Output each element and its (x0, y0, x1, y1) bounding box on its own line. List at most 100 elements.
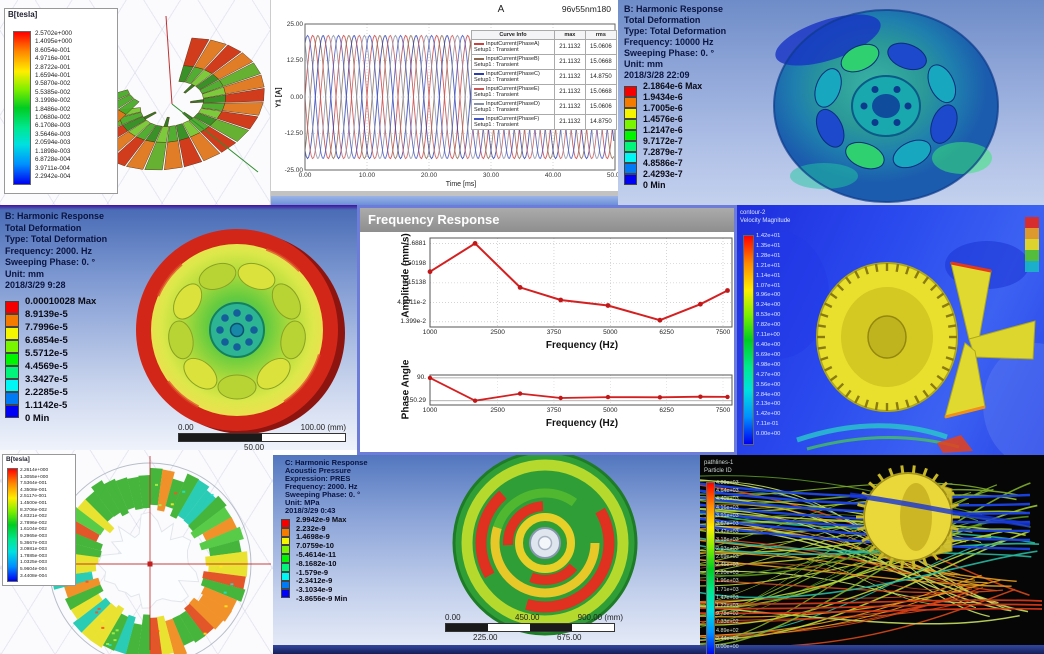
phase-curve (429, 377, 728, 402)
curve-rms: 15.0668 (584, 84, 618, 100)
scale-value: 1.1142e-5 (25, 399, 68, 411)
scale-value: 2.4293e-7 (643, 169, 683, 180)
tick-label: 40.00 (544, 172, 562, 179)
curve-info: InputCurrent(PhaseE) Setup1 : Transient (471, 84, 555, 100)
axis-line-red (165, 15, 173, 105)
ruler-bar (178, 433, 346, 442)
scale-value: 1.4576e-6 (643, 114, 683, 125)
stator-flux-map (51, 467, 248, 654)
wheel-hole (256, 357, 291, 390)
scale-value: 1.96e+03 (716, 578, 739, 585)
scale-value: 2.1864e-6 Max (643, 81, 703, 92)
scale-value: 1.6104e-002 (20, 527, 47, 533)
tick-label: 1.399e-2 (400, 318, 426, 326)
window-title: Frequency Response (368, 212, 500, 227)
curve-rms: 14.8750 (584, 69, 618, 85)
scale-value: 6.6854e-5 (25, 334, 68, 346)
data-marker (657, 395, 663, 400)
curve-setup: Setup1 : Transient (474, 122, 519, 128)
scale-value: 2.5702e+000 (35, 30, 72, 37)
amplitude-x-axis-label: Frequency (Hz) (545, 340, 619, 351)
scale-value: 1.4095e+000 (35, 38, 72, 46)
scale-value: 9.78e+02 (716, 611, 739, 618)
info-line: Sweeping Phase: 0. ° (285, 490, 361, 499)
scale-value: 3.5646e-003 (35, 130, 71, 138)
torus-3d-model (79, 37, 265, 171)
result-info-text: B: Harmonic Response Total Deformation Typ… (624, 4, 726, 81)
scale-value: 1.9434e-6 (643, 92, 683, 103)
scale-value: 2.2942e-004 (35, 172, 71, 180)
scale-value: 4.4569e-5 (25, 360, 68, 372)
tick-label: 50.00 (606, 172, 621, 179)
legend-header: Curve Info (471, 30, 555, 40)
scale-band (5, 405, 19, 418)
legend-row: InputCurrent(PhaseA) Setup1 : Transient 21… (471, 39, 618, 55)
scale-value: 5.9604e-004 (20, 566, 47, 572)
scale-value: 8.53e+00 (756, 312, 781, 319)
wheel-hole (168, 320, 194, 360)
data-marker (605, 394, 611, 400)
scale-value: 1.0680e-002 (35, 114, 71, 122)
info-line: 2018/3/29 9:28 (5, 280, 66, 290)
data-marker (558, 297, 564, 303)
legend-row: InputCurrent(PhaseB) Setup1 : Transient 21… (471, 54, 618, 70)
info-line: Total Deformation (5, 222, 82, 233)
scale-band (624, 130, 637, 141)
gear-3d-model (816, 262, 958, 412)
tick-label: 5000 (603, 407, 618, 414)
scale-value: 2.7896e-002 (20, 520, 47, 526)
window-title-bar[interactable]: Frequency Response (360, 208, 734, 232)
curve-name: InputCurrent(PhaseE) (486, 86, 540, 92)
tick-label: 20.00 (420, 172, 438, 179)
scale-value: 3.9711e-004 (35, 164, 70, 172)
info-line: Total Deformation (624, 15, 701, 25)
scale-value: 1.0325e-003 (20, 560, 47, 566)
scale-band (624, 163, 637, 174)
curve-setup: Setup1 : Transient (474, 92, 519, 98)
scale-value: 6.8728e-004 (35, 156, 71, 164)
scale-value: 5.5385e-002 (35, 88, 71, 96)
info-line: Type: Total Deformation (624, 26, 727, 36)
scale-value: 9.7172e-7 (643, 136, 683, 147)
scale-band (5, 379, 19, 392)
curve-max: 21.1132 (553, 54, 586, 70)
scale-value: 2.2285e-5 (25, 386, 68, 398)
wheel-hole (198, 262, 237, 290)
tick-label: 2500 (490, 329, 505, 336)
scale-value: 4.64e+03 (716, 488, 739, 495)
scale-value: 1.22e+03 (716, 603, 739, 610)
flux-color-legend: B[tesla] 2.2614e+000 1.3055e+000 7.5364e-0… (2, 454, 76, 586)
scale-value: 2.93e+03 (716, 545, 739, 552)
scale-value: 0.00010028 Max (25, 295, 97, 307)
legend-title: B[tesla] (6, 456, 30, 463)
particle-color-bar (706, 482, 715, 654)
scale-value: 4.89e+03 (716, 480, 739, 486)
scale-value: 4.9716e-001 (35, 55, 71, 63)
data-marker (725, 288, 730, 293)
info-line: B: Harmonic Response (5, 211, 105, 221)
panel-stator-flux: B[tesla] 2.2614e+000 1.3055e+000 7.5364e-0… (0, 450, 273, 654)
scale-band (5, 353, 19, 366)
info-line: Frequency: 2000. Hz (5, 245, 93, 256)
scale-value: 2.2614e+000 (20, 468, 49, 473)
curve-color-swatch (474, 42, 484, 45)
scale-value: 3.3427e-5 (25, 373, 68, 385)
scale-value: 4.89e+02 (716, 627, 739, 634)
window-frequency-response: Frequency Response Amplitude (mm/s) Phas… (357, 205, 737, 455)
curve-info: InputCurrent(PhaseF) Setup1 : Transient (471, 114, 555, 130)
particle-scale-values: 4.89e+03 4.64e+03 4.40e+03 4.16e+03 3.91e+03… (716, 479, 739, 651)
pathlines-name: pathlines-1 (704, 460, 734, 466)
legend-header: max (553, 30, 586, 40)
scale-value: 0 Min (25, 412, 50, 424)
scale-value: 2.5117e-001 (20, 494, 47, 500)
scale-band (281, 563, 290, 572)
scale-value: 4.8586e-7 (643, 158, 683, 169)
tick-label: 6250 (659, 407, 674, 414)
ruler-0: 0.00 (445, 613, 461, 622)
velocity-contour-view (737, 217, 1044, 455)
curve-max: 21.1132 (553, 39, 586, 55)
scale-band (5, 301, 19, 314)
scale-band (5, 366, 19, 379)
curve-setup: Setup1 : Transient (474, 107, 519, 113)
pathlines-scale-header: pathlines-1 Particle ID (704, 460, 733, 475)
